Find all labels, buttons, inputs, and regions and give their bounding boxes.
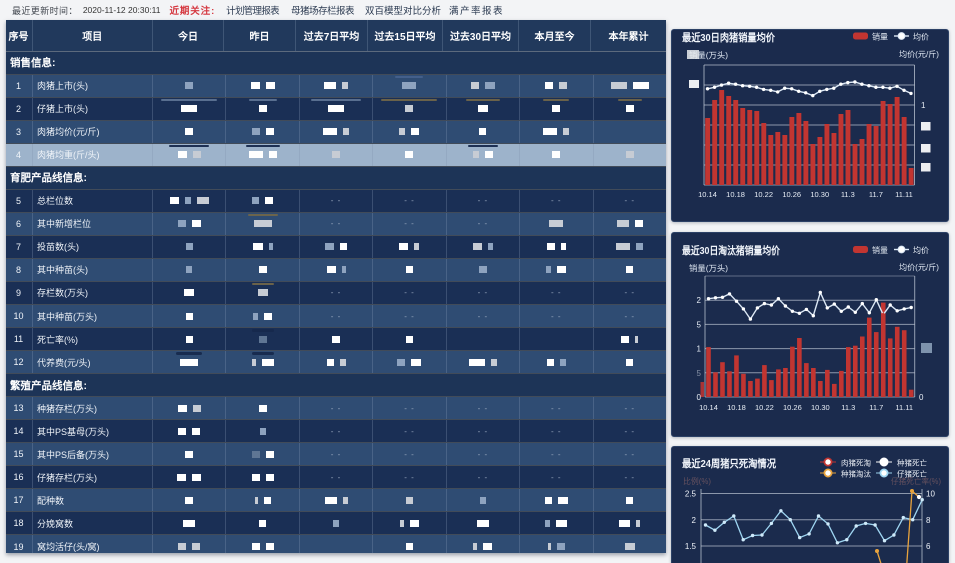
svg-text:仔猪死亡: 仔猪死亡 xyxy=(897,469,927,479)
svg-text:最近24周猪只死淘情况: 最近24周猪只死淘情况 xyxy=(682,457,776,470)
svg-text:种猪淘汰: 种猪淘汰 xyxy=(841,469,871,479)
svg-text:1: 1 xyxy=(697,345,702,354)
svg-text:1.5: 1.5 xyxy=(685,542,697,551)
svg-text:10.22: 10.22 xyxy=(755,403,774,412)
svg-text:11.3: 11.3 xyxy=(841,403,855,412)
svg-text:10.26: 10.26 xyxy=(782,190,801,199)
svg-text:10.14: 10.14 xyxy=(698,190,717,199)
svg-text:销量: 销量 xyxy=(872,32,888,42)
svg-text:11.7: 11.7 xyxy=(869,190,883,199)
svg-text:仔猪死亡率(%): 仔猪死亡率(%) xyxy=(891,476,941,486)
svg-text:11.11: 11.11 xyxy=(895,190,913,199)
svg-text:0: 0 xyxy=(919,393,924,402)
svg-text:种猪死亡: 种猪死亡 xyxy=(897,458,927,468)
svg-text:销量(万头): 销量(万头) xyxy=(689,50,728,60)
svg-text:0: 0 xyxy=(697,393,702,402)
svg-text:10.18: 10.18 xyxy=(726,190,745,199)
svg-text:均价: 均价 xyxy=(913,32,929,42)
svg-text:最近30日肉猪销量均价: 最近30日肉猪销量均价 xyxy=(682,31,775,44)
svg-text:5: 5 xyxy=(697,320,702,329)
svg-text:2: 2 xyxy=(697,296,702,305)
svg-text:6: 6 xyxy=(926,542,931,551)
svg-text:均价: 均价 xyxy=(913,245,929,255)
svg-text:2: 2 xyxy=(692,516,697,525)
svg-text:11.11: 11.11 xyxy=(895,403,913,412)
svg-text:11.7: 11.7 xyxy=(869,403,883,412)
svg-text:10.14: 10.14 xyxy=(699,403,718,412)
svg-text:均价(元/斤): 均价(元/斤) xyxy=(899,262,939,272)
svg-text:10.22: 10.22 xyxy=(754,190,773,199)
svg-text:10.30: 10.30 xyxy=(810,190,829,199)
svg-text:5: 5 xyxy=(697,369,702,378)
svg-text:销量(万头): 销量(万头) xyxy=(689,263,728,273)
svg-text:1: 1 xyxy=(921,101,926,110)
svg-text:销量: 销量 xyxy=(872,245,888,255)
svg-text:最近30日淘汰猪销量均价: 最近30日淘汰猪销量均价 xyxy=(682,244,780,257)
svg-text:10.26: 10.26 xyxy=(783,403,802,412)
svg-text:10.18: 10.18 xyxy=(727,403,746,412)
svg-text:10: 10 xyxy=(926,490,935,499)
svg-text:10.30: 10.30 xyxy=(811,403,830,412)
svg-text:8: 8 xyxy=(926,516,931,525)
svg-text:11.3: 11.3 xyxy=(841,190,855,199)
svg-text:肉猪死淘: 肉猪死淘 xyxy=(841,458,871,468)
svg-text:2.5: 2.5 xyxy=(685,490,697,499)
svg-text:均价(元/斤): 均价(元/斤) xyxy=(899,49,939,59)
svg-text:比例(%): 比例(%) xyxy=(683,476,711,486)
